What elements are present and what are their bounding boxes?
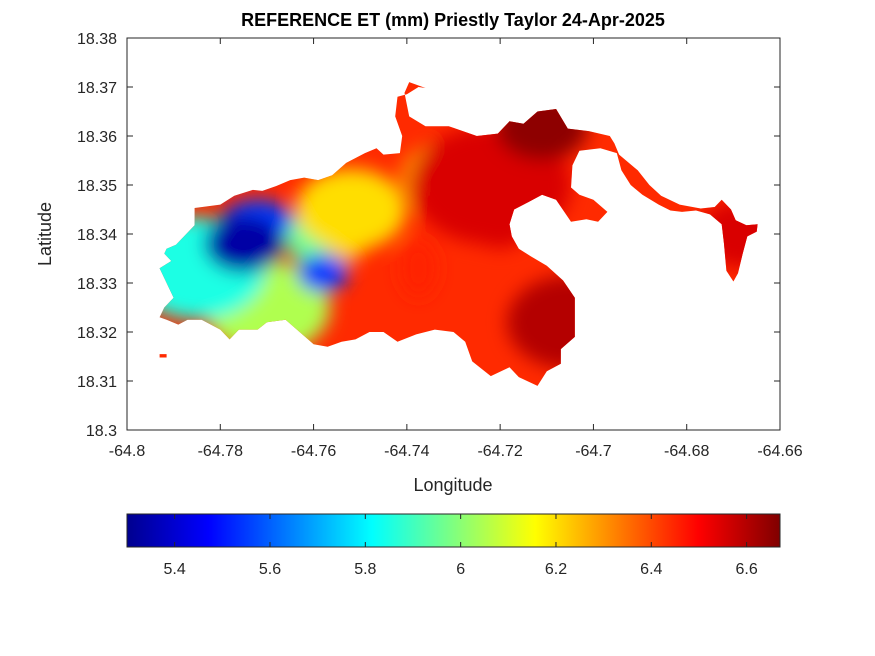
x-tick-label: -64.68 (664, 443, 709, 460)
x-tick-label: -64.72 (477, 443, 522, 460)
y-tick-label: 18.37 (77, 80, 117, 97)
et-region (297, 254, 349, 292)
x-tick-label: -64.76 (291, 443, 336, 460)
x-tick-label: -64.66 (757, 443, 802, 460)
colorbar-tick-label: 5.4 (164, 561, 186, 578)
x-tick-label: -64.78 (198, 443, 243, 460)
x-axis-ticks: -64.8 -64.78 -64.76 -64.74 -64.72 -64.7 -64.68… (109, 38, 803, 460)
y-tick-label: 18.36 (77, 129, 117, 146)
x-axis-label: Longitude (413, 475, 492, 495)
y-tick-label: 18.3 (86, 423, 117, 440)
colorbar-tick-label: 6 (456, 561, 465, 578)
y-tick-label: 18.38 (77, 31, 117, 48)
colorbar-tick-label: 6.6 (736, 561, 758, 578)
y-tick-label: 18.33 (77, 276, 117, 293)
x-tick-label: -64.8 (109, 443, 146, 460)
y-tick-label: 18.31 (77, 374, 117, 391)
colorbar-tick-label: 6.4 (640, 561, 662, 578)
y-tick-label: 18.35 (77, 178, 117, 195)
y-tick-label: 18.32 (77, 325, 117, 342)
et-region (295, 168, 407, 251)
colorbar-tick-label: 5.8 (354, 561, 376, 578)
colorbar-ticks: 5.4 5.6 5.8 6 6.2 6.4 6.6 (164, 514, 758, 578)
et-region-shade (399, 238, 438, 298)
x-tick-label: -64.74 (384, 443, 429, 460)
y-axis-label: Latitude (35, 202, 55, 266)
et-region (204, 214, 283, 273)
y-tick-label: 18.34 (77, 227, 117, 244)
colorbar-tick-label: 5.6 (259, 561, 281, 578)
chart-title: REFERENCE ET (mm) Priestly Taylor 24-Apr… (241, 10, 665, 30)
y-axis-ticks: 18.3 18.31 18.32 18.33 18.34 18.35 18.36 18.37 1… (77, 31, 780, 440)
x-tick-label: -64.7 (575, 443, 612, 460)
colorbar-tick-label: 6.2 (545, 561, 567, 578)
colorbar (126, 513, 781, 548)
